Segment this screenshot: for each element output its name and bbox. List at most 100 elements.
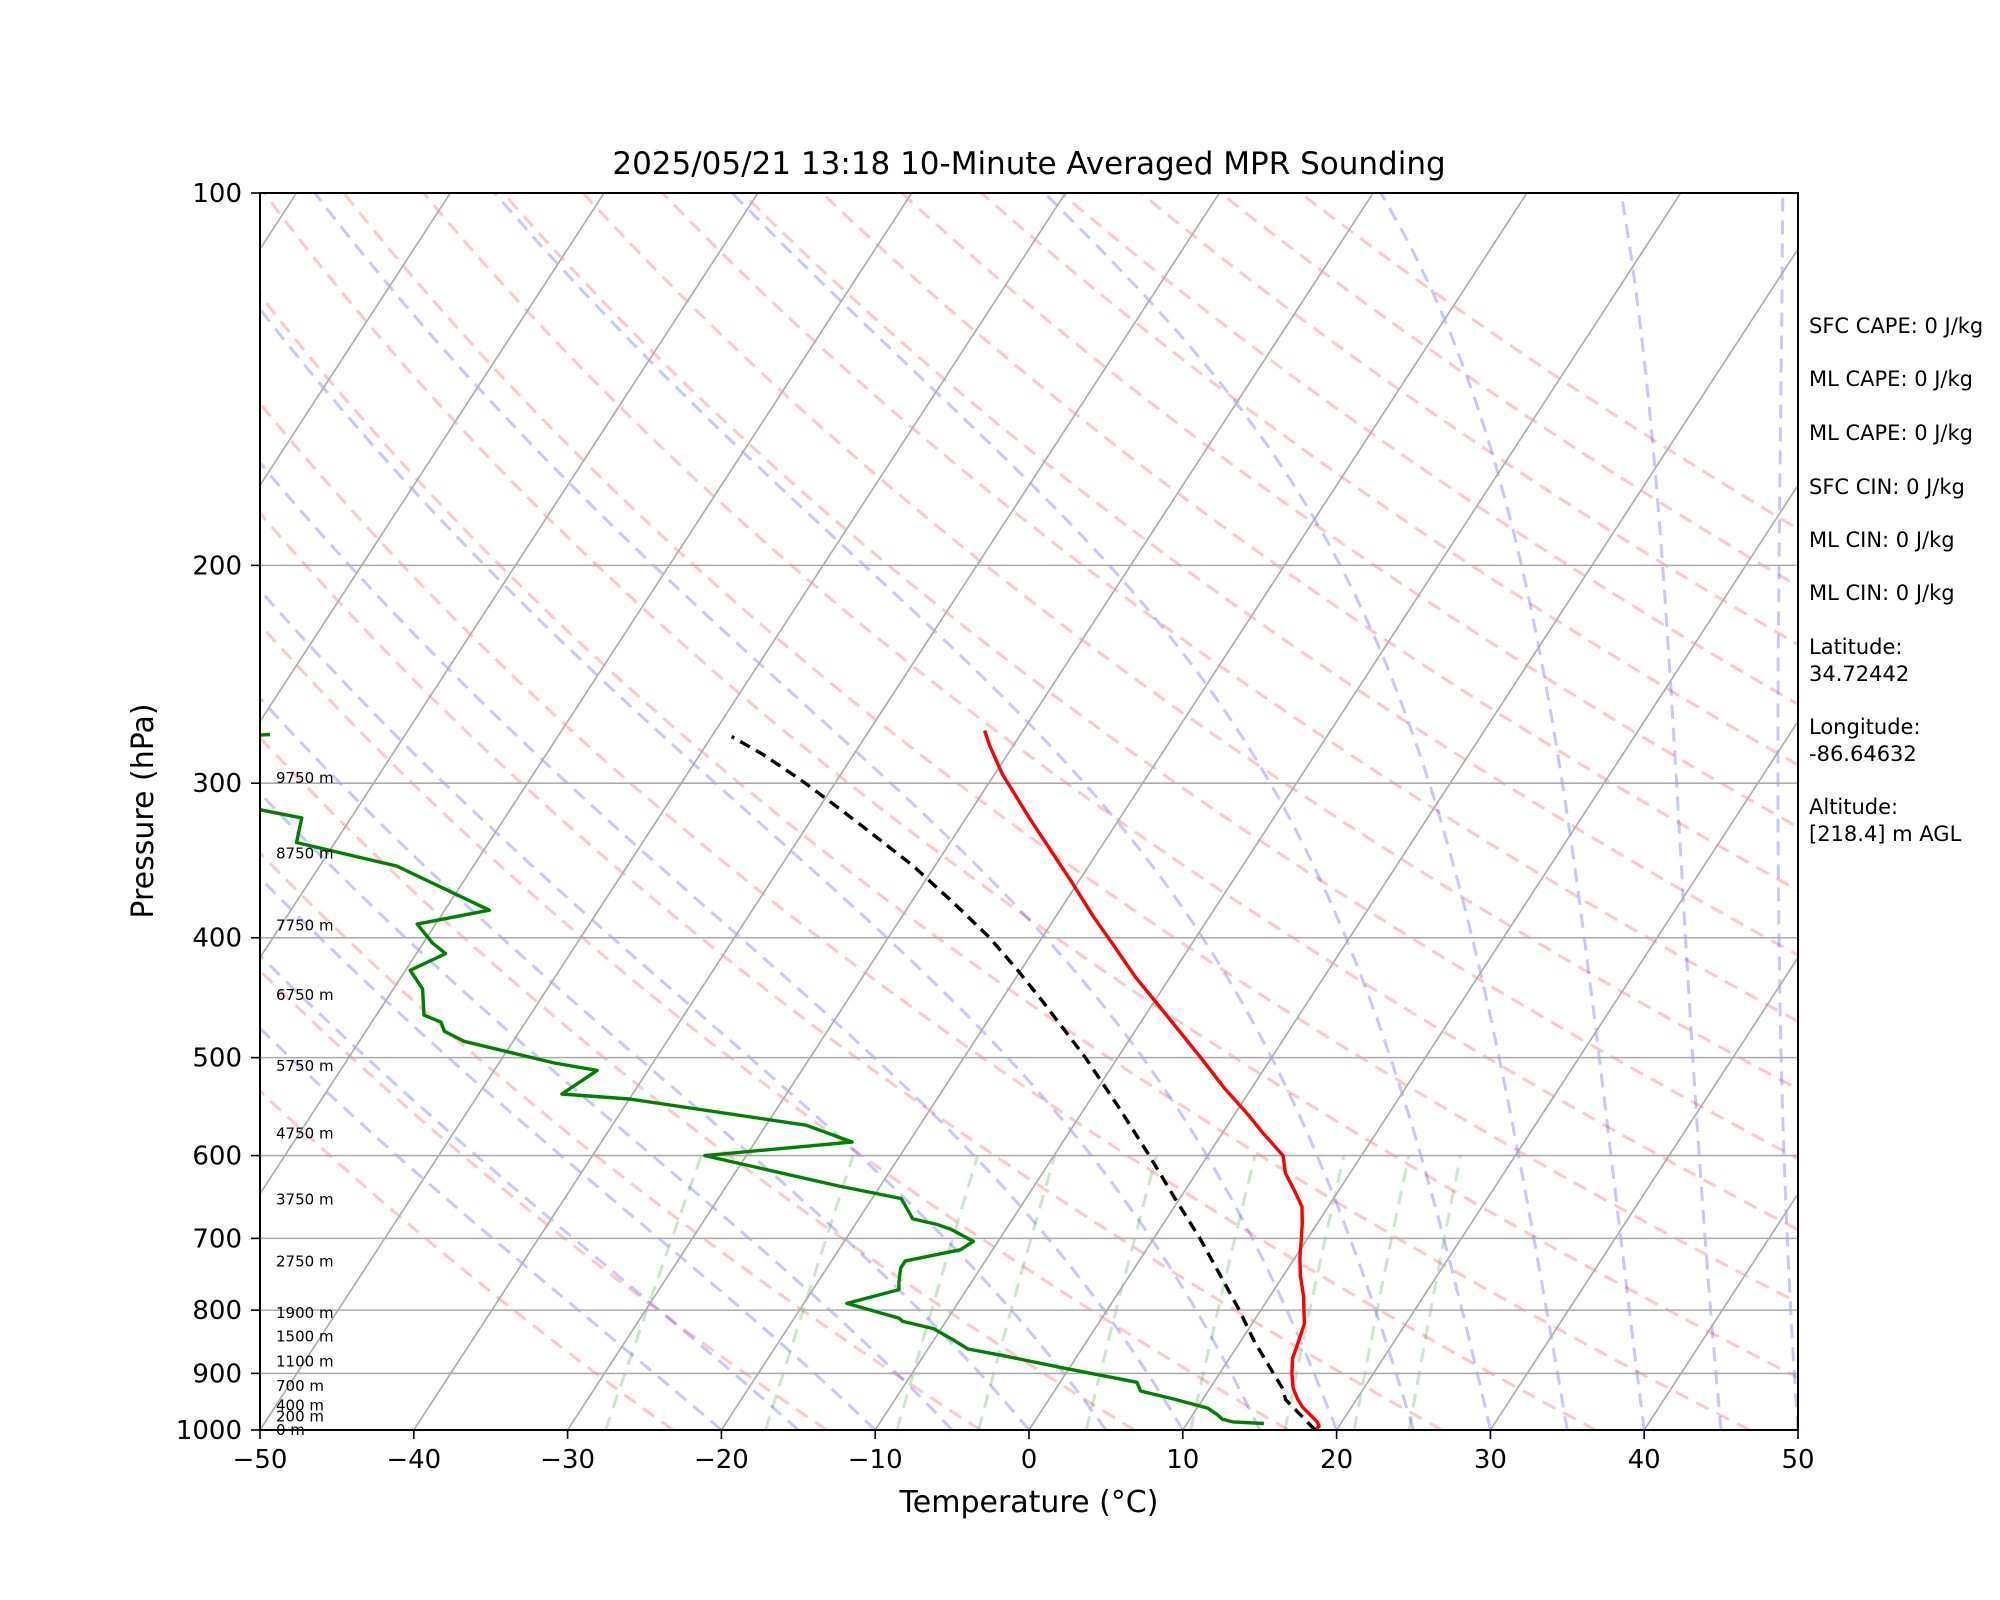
dry-adiabat [260,622,1289,1430]
x-axis-label: Temperature (°C) [899,1485,1159,1520]
height-label: 4750 m [276,1125,334,1143]
parcel-trace [730,735,1317,1430]
isotherm [413,193,1221,1430]
moist-adiabat [1379,193,1646,1430]
mixing-ratio-line [977,1155,1057,1430]
moist-adiabat [260,460,1185,1430]
mixing-ratio-line [895,1155,980,1430]
dry-adiabat [260,401,1597,1430]
mixing-ratio-line [1407,1155,1463,1430]
moist-adiabat [260,953,800,1430]
info-line: Latitude: [1809,635,1903,659]
isotherm [260,193,605,723]
isotherm [260,193,1067,1430]
info-line: ML CAPE: 0 J/kg [1809,367,1973,391]
info-value: -86.64632 [1809,742,1917,766]
y-tick-label: 500 [192,1044,242,1074]
x-tick-label: −30 [540,1445,595,1475]
dewpoint-trace [260,732,1264,1426]
info-line: SFC CIN: 0 J/kg [1809,475,1965,499]
y-tick-label: 200 [192,551,242,581]
isotherm [1182,483,1798,1430]
y-tick-label: 400 [192,924,242,954]
moist-adiabat [493,193,1415,1430]
height-label: 0 m [276,1421,305,1439]
height-label: 2750 m [276,1253,334,1271]
x-tick-label: −20 [694,1445,749,1475]
isotherm [1643,1192,1798,1430]
height-label: 200 m [276,1407,324,1425]
y-tick-label: 300 [192,769,242,799]
mixing-ratio-line [1189,1155,1257,1430]
isotherm [566,193,1374,1430]
height-label: 5750 m [276,1057,334,1075]
isotherm [1335,719,1798,1430]
mixing-ratio-line [1084,1155,1158,1430]
info-value: [218.4] m AGL [1809,822,1962,846]
dry-adiabat [661,193,1798,1024]
x-tick-label: −40 [386,1445,441,1475]
moist-adiabat [1043,193,1569,1430]
x-tick-label: 10 [1166,1445,1199,1475]
height-label: 700 m [276,1377,324,1395]
dry-adiabat [262,193,1798,1380]
dry-adiabat [502,193,1798,1161]
moist-adiabat [1776,193,1798,1430]
info-line: Altitude: [1809,795,1898,819]
y-axis-label: Pressure (hPa) [126,703,161,918]
isotherm [720,193,1528,1430]
mixing-ratio-line [764,1155,855,1430]
info-line: SFC CAPE: 0 J/kg [1809,314,1983,338]
isotherm [260,193,452,487]
dry-adiabat [260,968,828,1430]
info-line: ML CIN: 0 J/kg [1809,581,1955,605]
moist-adiabat [313,193,1338,1430]
y-tick-label: 100 [192,179,242,209]
isotherm [874,193,1682,1430]
info-line: ML CAPE: 0 J/kg [1809,421,1973,445]
dry-adiabat [260,735,1136,1430]
y-tick-label: 800 [192,1296,242,1326]
moist-adiabat [730,193,1492,1430]
y-tick-label: 1000 [176,1416,242,1446]
moist-adiabat [260,306,1262,1430]
y-tick-label: 600 [192,1142,242,1172]
height-label: 7750 m [276,917,334,935]
x-tick-label: 50 [1781,1445,1814,1475]
x-tick-label: 20 [1320,1445,1353,1475]
dry-adiabat [260,292,1751,1430]
x-tick-label: 40 [1628,1445,1661,1475]
info-line: Longitude: [1809,715,1921,739]
dry-adiabat [422,193,1798,1232]
isotherm [1028,247,1798,1430]
x-tick-label: −50 [233,1445,288,1475]
moist-adiabat [260,1026,723,1430]
info-line: ML CIN: 0 J/kg [1809,528,1955,552]
moist-adiabat [1619,193,1723,1430]
height-label: 1100 m [276,1352,334,1370]
y-tick-label: 900 [192,1359,242,1389]
sounding-traces [260,730,1321,1430]
isotherm [260,193,759,960]
sounding-info-panel: SFC CAPE: 0 J/kg ML CAPE: 0 J/kg ML CAPE: … [1809,314,1983,846]
mixing-ratio-line [604,1155,703,1430]
x-tick-label: 30 [1474,1445,1507,1475]
dry-adiabat [260,511,1443,1430]
isobar-grid [260,193,1798,1430]
dry-adiabat [260,1088,674,1430]
background-lines [260,193,1798,1430]
isotherm [260,193,913,1196]
height-label: 1500 m [276,1327,334,1345]
moist-adiabat [260,790,954,1430]
dry-adiabat [342,193,1798,1305]
height-label: 6750 m [276,986,334,1004]
moist-adiabat [260,875,877,1430]
height-label: 3750 m [276,1190,334,1208]
height-label: 1900 m [276,1304,334,1322]
height-label: 8750 m [276,845,334,863]
info-value: 34.72442 [1809,662,1909,686]
dry-adiabat [581,193,1798,1091]
